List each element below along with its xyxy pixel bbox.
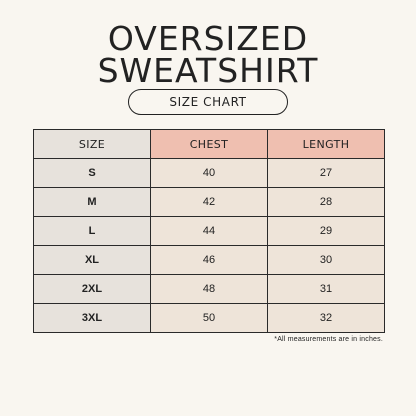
table-row: 2XL 48 31 bbox=[33, 274, 385, 304]
length-cell: 27 bbox=[267, 158, 385, 188]
table-row: 3XL 50 32 bbox=[33, 303, 385, 333]
table-header-row: SIZE CHEST LENGTH bbox=[33, 129, 385, 159]
chest-cell: 50 bbox=[150, 303, 268, 333]
chest-cell: 42 bbox=[150, 187, 268, 217]
table-row: S 40 27 bbox=[33, 158, 385, 188]
chest-cell: 44 bbox=[150, 216, 268, 246]
size-cell: 3XL bbox=[33, 303, 151, 333]
size-cell: M bbox=[33, 187, 151, 217]
size-cell: L bbox=[33, 216, 151, 246]
length-cell: 32 bbox=[267, 303, 385, 333]
size-chart-label: SIZE CHART bbox=[128, 89, 288, 115]
chest-cell: 46 bbox=[150, 245, 268, 275]
size-cell: S bbox=[33, 158, 151, 188]
length-cell: 30 bbox=[267, 245, 385, 275]
title-line-1: OVERSIZED bbox=[107, 19, 309, 58]
table-row: XL 46 30 bbox=[33, 245, 385, 275]
title-line-2: SWEATSHIRT bbox=[97, 51, 319, 90]
table-row: L 44 29 bbox=[33, 216, 385, 246]
size-cell: XL bbox=[33, 245, 151, 275]
length-cell: 31 bbox=[267, 274, 385, 304]
header-length: LENGTH bbox=[267, 129, 385, 159]
size-cell: 2XL bbox=[33, 274, 151, 304]
length-cell: 29 bbox=[267, 216, 385, 246]
header-chest: CHEST bbox=[150, 129, 268, 159]
measurement-footnote: *All measurements are in inches. bbox=[274, 336, 383, 343]
header-size: SIZE bbox=[33, 129, 151, 159]
length-cell: 28 bbox=[267, 187, 385, 217]
table-row: M 42 28 bbox=[33, 187, 385, 217]
chest-cell: 48 bbox=[150, 274, 268, 304]
chest-cell: 40 bbox=[150, 158, 268, 188]
size-chart-table: SIZE CHEST LENGTH S 40 27 M 42 28 L 44 2… bbox=[33, 129, 385, 333]
